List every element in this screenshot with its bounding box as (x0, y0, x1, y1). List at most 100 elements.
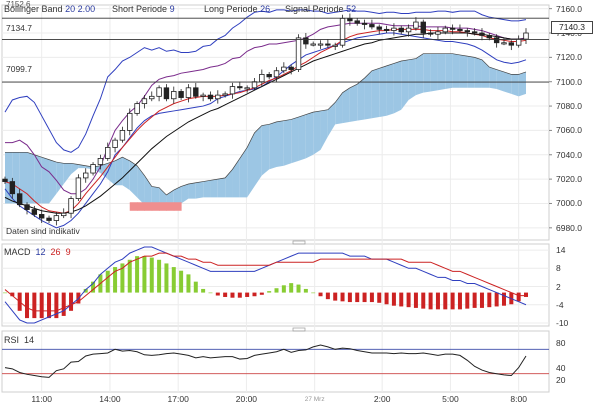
cloud-segment (166, 190, 174, 205)
chart-frame (1, 4, 550, 393)
macd-histogram-bar (325, 292, 330, 300)
macd-histogram-bar (259, 292, 264, 295)
candle-body (347, 17, 353, 22)
cloud-segment (283, 119, 292, 166)
macd-histogram-bar (487, 292, 492, 308)
macd-histogram-bar (127, 259, 132, 293)
macd-histogram-bar (457, 292, 462, 310)
panel-resize-grip (292, 327, 306, 332)
price-y-tick-label: 7100.0 (556, 76, 582, 87)
macd-histogram-bar (428, 292, 433, 310)
candle-body (68, 198, 74, 214)
price-y-tick-label: 7020.0 (556, 174, 582, 185)
cloud-segment (415, 53, 424, 96)
macd-histogram-bar (201, 288, 206, 293)
cloud-bear-segment (151, 202, 160, 211)
macd-histogram-bar (340, 292, 345, 302)
price-y-tick-label: 6980.0 (556, 222, 582, 233)
candle-body (149, 95, 155, 100)
x-tick-label: 20:00 (235, 394, 258, 404)
cloud-segment (327, 102, 336, 137)
candle-body (83, 172, 89, 179)
cloud-bear-segment (129, 202, 138, 211)
cloud-segment (393, 61, 402, 114)
rsi-chart (2, 344, 549, 378)
candle-body (383, 28, 390, 31)
cloud-segment (518, 71, 526, 97)
macd-histogram-bar (399, 292, 404, 307)
macd-y-tick-label: -4 (556, 299, 564, 310)
cloud-segment (137, 165, 145, 205)
macd-histogram-bar (32, 292, 37, 319)
macd-histogram-bar (3, 292, 7, 294)
cloud-segment (210, 179, 218, 198)
series-line (5, 22, 527, 195)
macd-histogram-bar (479, 292, 484, 308)
candle-body (332, 44, 338, 47)
macd-histogram-bar (435, 292, 440, 310)
macd-chart (2, 246, 549, 324)
candle-body (24, 204, 30, 210)
candle-body (171, 91, 177, 100)
candle-body (317, 43, 324, 46)
cloud-segment (56, 162, 64, 194)
cloud-segment (379, 65, 387, 118)
candle-body (259, 74, 265, 83)
candle-body (215, 94, 221, 100)
macd-histogram-bar (303, 288, 308, 293)
candles (2, 13, 529, 226)
macd-y-tick-label: -10 (556, 317, 569, 328)
cloud-segment (335, 92, 343, 125)
macd-y-tick-label: 8 (556, 263, 561, 274)
candle-body (61, 212, 67, 217)
candle-body (75, 177, 82, 200)
candle-body (229, 86, 236, 95)
macd-histogram-bar (105, 270, 110, 293)
price-panel-border (1, 4, 550, 241)
macd-histogram-bar (333, 292, 338, 301)
cloud-segment (239, 147, 248, 198)
candle-body (237, 86, 243, 89)
candle-body (288, 66, 294, 70)
cloud-bear-segment (137, 202, 145, 211)
candle-body (449, 27, 456, 30)
candle-body (471, 31, 478, 34)
price-y-tick-label: 7160.0 (556, 3, 582, 14)
series-line (4, 32, 527, 229)
cloud-segment (203, 180, 211, 198)
cloud-segment (5, 152, 13, 204)
macd-histogram-bar (472, 292, 477, 308)
candle-body (46, 217, 52, 221)
macd-histogram-bar (281, 285, 286, 293)
cloud-segment (254, 125, 262, 187)
candle-body (112, 139, 118, 148)
cloud-segment (445, 53, 453, 90)
macd-histogram-bar (120, 263, 125, 293)
series-line (4, 9, 527, 153)
price-y-tick-label: 7120.0 (556, 52, 582, 63)
macd-histogram-bar (347, 292, 352, 303)
cloud-segment (195, 181, 204, 199)
macd-histogram-bar (113, 267, 118, 293)
cloud-segment (41, 157, 50, 204)
macd-histogram-bar (465, 292, 470, 309)
price-lines (2, 17, 549, 83)
macd-histogram-bar (149, 257, 154, 293)
macd-histogram-bar (311, 292, 316, 294)
macd-histogram-bar (54, 292, 59, 319)
macd-histogram-bar (355, 292, 360, 303)
macd-histogram-bar (362, 292, 367, 303)
cloud-bear-segment (166, 202, 175, 211)
candle-body (515, 38, 522, 46)
candle-body (413, 21, 419, 29)
cloud-segment (357, 78, 365, 121)
macd-line (4, 246, 527, 324)
cloud-segment (320, 109, 328, 150)
cloud-segment (269, 121, 277, 170)
candle-body (479, 32, 485, 36)
macd-histogram-bar (135, 256, 140, 293)
top-clipped-label: 7152.6 (6, 0, 31, 9)
macd-histogram-bar (516, 292, 521, 302)
candle-body (185, 87, 192, 98)
candle-body (486, 35, 493, 39)
